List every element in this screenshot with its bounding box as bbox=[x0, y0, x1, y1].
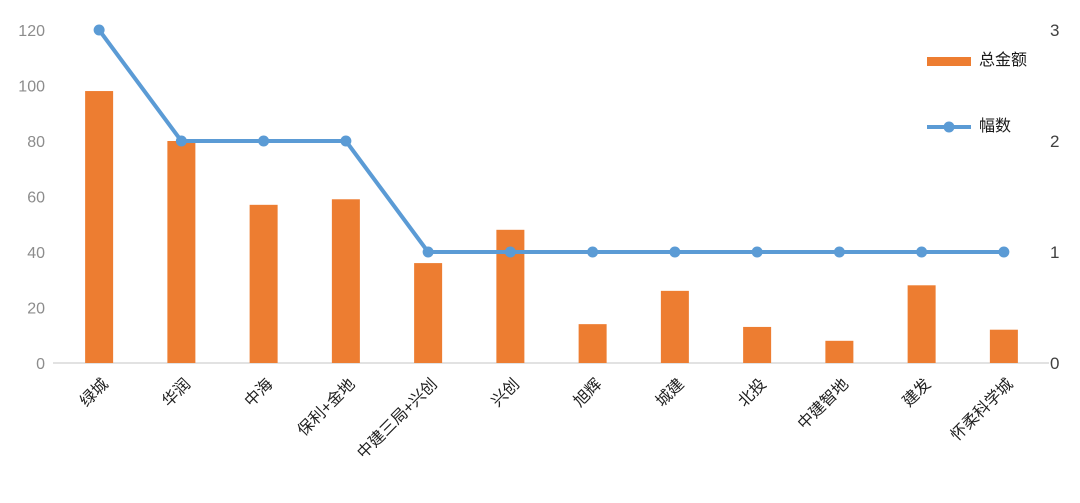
line-marker bbox=[998, 246, 1010, 258]
category-label: 兴创 bbox=[488, 375, 523, 410]
line-marker bbox=[669, 246, 681, 258]
category-label: 建发 bbox=[899, 375, 934, 410]
bar-segment bbox=[743, 326, 772, 363]
right-axis-tick-label: 1 bbox=[1050, 243, 1059, 262]
category-label: 怀柔科学城 bbox=[947, 375, 1016, 444]
line-marker bbox=[340, 135, 352, 147]
left-axis-tick-label: 60 bbox=[27, 190, 45, 207]
bar-segment bbox=[414, 263, 443, 363]
line-marker bbox=[504, 246, 516, 258]
legend-item-total-amount: 总金额 bbox=[927, 50, 1027, 72]
legend-label-total-amount: 总金额 bbox=[979, 52, 1028, 69]
category-label: 保利+金地 bbox=[294, 375, 359, 440]
line-marker bbox=[175, 135, 187, 147]
category-label: 中海 bbox=[241, 375, 276, 410]
bar-segment bbox=[907, 285, 936, 363]
right-axis-tick-label: 2 bbox=[1050, 132, 1059, 151]
left-axis-tick-label: 20 bbox=[27, 301, 45, 318]
bar-segment bbox=[249, 204, 278, 363]
category-label: 旭辉 bbox=[570, 375, 605, 410]
legend-label-count: 幅数 bbox=[979, 118, 1012, 135]
left-axis-tick-label: 100 bbox=[18, 79, 45, 96]
line-marker bbox=[916, 246, 928, 258]
category-label: 中建三局+兴创 bbox=[354, 375, 441, 462]
line-marker bbox=[93, 24, 105, 36]
bar-swatch-icon bbox=[927, 56, 971, 66]
left-axis-tick-label: 40 bbox=[27, 245, 45, 262]
bar-segment bbox=[578, 324, 607, 363]
line-marker bbox=[751, 246, 763, 258]
bar-segment bbox=[825, 340, 854, 363]
category-label: 绿城 bbox=[77, 375, 112, 410]
bar-segment bbox=[85, 91, 114, 364]
left-axis-tick-label: 80 bbox=[27, 134, 45, 151]
bar-segment bbox=[989, 329, 1018, 363]
category-label: 华润 bbox=[159, 375, 194, 410]
line-swatch-icon bbox=[927, 121, 971, 133]
category-label: 北投 bbox=[735, 375, 770, 410]
left-axis-tick-label: 0 bbox=[36, 356, 45, 373]
line-marker bbox=[258, 135, 270, 147]
right-axis-tick-label: 0 bbox=[1050, 354, 1059, 373]
bar-segment bbox=[331, 199, 360, 363]
line-marker bbox=[833, 246, 845, 258]
right-axis-tick-label: 3 bbox=[1050, 21, 1059, 40]
bar-segment bbox=[167, 141, 196, 363]
line-marker bbox=[422, 246, 434, 258]
category-label: 中建智地 bbox=[794, 375, 852, 433]
legend-item-count: 幅数 bbox=[927, 116, 1011, 138]
line-series bbox=[97, 28, 1006, 254]
line-marker bbox=[587, 246, 599, 258]
left-axis-tick-label: 120 bbox=[18, 23, 45, 40]
category-label: 城建 bbox=[652, 375, 687, 410]
bar-segment bbox=[660, 290, 689, 363]
